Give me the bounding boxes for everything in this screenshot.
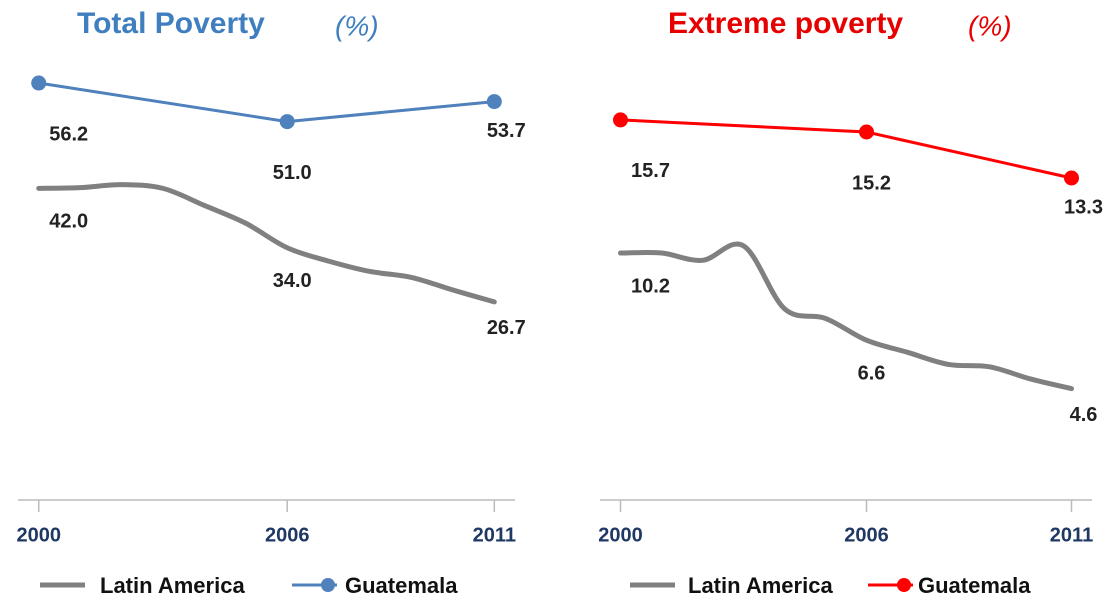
- point: [859, 124, 874, 140]
- x-tick-label: 2006: [844, 524, 889, 546]
- chart-subtitle: (%): [335, 10, 379, 41]
- legend-label: Guatemala: [918, 573, 1031, 598]
- value-label: 51.0: [273, 162, 312, 184]
- point: [1064, 170, 1079, 186]
- value-label: 42.0: [49, 211, 88, 233]
- point: [613, 112, 628, 128]
- x-tick-label: 2000: [598, 524, 643, 546]
- series-line: [36, 182, 497, 305]
- series-line: [37, 81, 496, 124]
- value-label: 15.7: [631, 160, 670, 182]
- x-tick-label: 2011: [473, 524, 516, 546]
- x-tick-label: 2000: [16, 524, 61, 546]
- legend-label: Latin America: [688, 573, 833, 598]
- point: [279, 114, 295, 130]
- x-tick-label: 2006: [265, 524, 310, 546]
- value-label: 6.6: [858, 362, 886, 384]
- legend-label: Latin America: [100, 573, 245, 598]
- chart-title: Extreme poverty: [668, 7, 903, 40]
- chart-subtitle: (%): [968, 10, 1012, 41]
- value-label: 10.2: [631, 275, 670, 297]
- value-label: 26.7: [487, 317, 526, 339]
- value-label: 15.2: [852, 172, 891, 194]
- legend-marker: [897, 578, 911, 592]
- value-label: 53.7: [487, 120, 526, 142]
- legend-label: Guatemala: [345, 573, 458, 598]
- point: [31, 75, 47, 91]
- x-tick-label: 2011: [1050, 524, 1093, 546]
- value-label: 4.6: [1070, 404, 1098, 426]
- series-line: [619, 118, 1073, 180]
- series-line: [618, 241, 1074, 392]
- value-label: 13.3: [1064, 196, 1103, 218]
- chart-title: Total Poverty: [77, 7, 265, 40]
- value-label: 34.0: [273, 270, 312, 292]
- value-label: 56.2: [49, 123, 88, 145]
- legend-marker: [321, 578, 335, 592]
- point: [486, 94, 502, 110]
